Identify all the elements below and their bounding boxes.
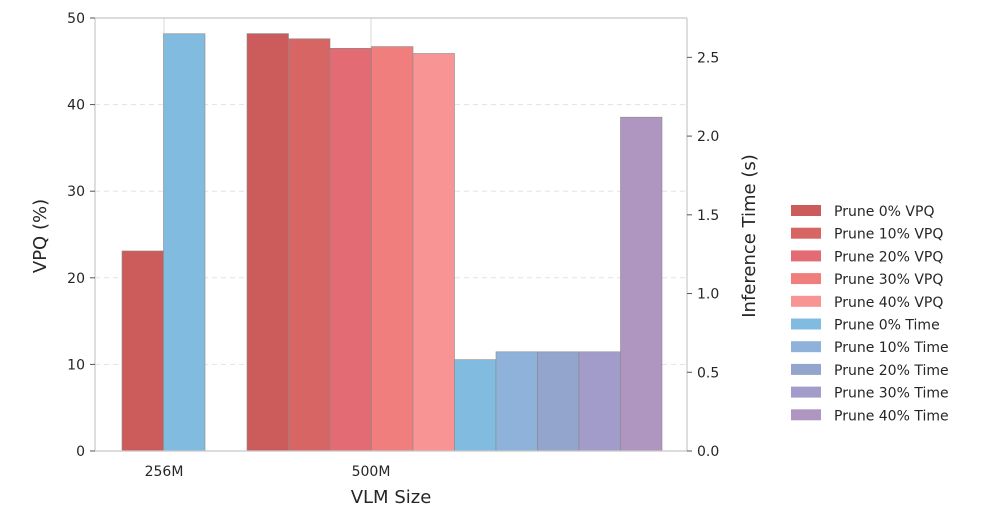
- bar-time: [454, 359, 497, 452]
- right-tick-label: 0.0: [697, 444, 719, 460]
- y-axis-right-label: Inference Time (s): [739, 154, 760, 318]
- ticks: 0 10 20 30 40 50 0.0 0.5 1.0 1.5 2.0 2.5 256M 500M: [67, 11, 719, 480]
- bar-time: [495, 351, 538, 452]
- legend-label: Prune 0% Time: [834, 318, 940, 334]
- bar-time: [578, 351, 621, 452]
- legend-label: Prune 10% Time: [834, 340, 949, 356]
- bars: [121, 33, 663, 452]
- left-tick-label: 50: [67, 11, 85, 27]
- legend-label: Prune 30% VPQ: [834, 272, 943, 288]
- axes: [94, 17, 688, 452]
- bar-vpq: [329, 48, 372, 452]
- right-tick-label: 0.5: [697, 365, 719, 381]
- bar-vpq: [246, 33, 289, 452]
- category-tick-label: 256M: [145, 464, 184, 480]
- legend-swatch: [791, 341, 821, 353]
- legend-swatch: [791, 386, 821, 398]
- legend-swatch: [791, 205, 821, 216]
- left-tick-label: 30: [67, 184, 85, 200]
- legend-label: Prune 10% VPQ: [834, 227, 943, 243]
- legend-label: Prune 20% Time: [834, 363, 949, 379]
- category-tick-label: 500M: [352, 464, 391, 480]
- legend-swatch: [791, 227, 821, 239]
- legend-swatch: [791, 295, 821, 307]
- legend-swatch: [791, 409, 821, 421]
- left-tick-label: 10: [67, 357, 85, 373]
- bar-vpq: [412, 53, 455, 452]
- bar-vpq: [121, 250, 164, 452]
- bar-time: [620, 116, 663, 452]
- legend-label: Prune 20% VPQ: [834, 249, 943, 265]
- left-tick-label: 0: [76, 444, 85, 460]
- legend-swatch: [791, 318, 821, 330]
- legend: Prune 0% VPQ Prune 10% VPQ Prune 20% VPQ Pr…: [791, 204, 949, 424]
- bar-vpq: [371, 46, 414, 452]
- legend-label: Prune 0% VPQ: [834, 204, 934, 220]
- bar-time: [537, 351, 580, 452]
- right-tick-label: 1.5: [697, 208, 719, 224]
- bar-vpq: [288, 38, 331, 452]
- x-axis-label: VLM Size: [351, 487, 432, 508]
- bar-time: [163, 33, 206, 452]
- right-tick-label: 2.0: [697, 129, 719, 145]
- right-tick-label: 2.5: [697, 50, 719, 66]
- legend-swatch: [791, 250, 821, 262]
- left-tick-label: 40: [67, 98, 85, 114]
- y-axis-left-label: VPQ (%): [30, 199, 51, 273]
- legend-swatch: [791, 363, 821, 375]
- legend-label: Prune 40% VPQ: [834, 295, 943, 311]
- left-tick-label: 20: [67, 271, 85, 287]
- legend-label: Prune 30% Time: [834, 386, 949, 402]
- legend-swatch: [791, 273, 821, 285]
- right-tick-label: 1.0: [697, 287, 719, 303]
- legend-label: Prune 40% Time: [834, 408, 949, 424]
